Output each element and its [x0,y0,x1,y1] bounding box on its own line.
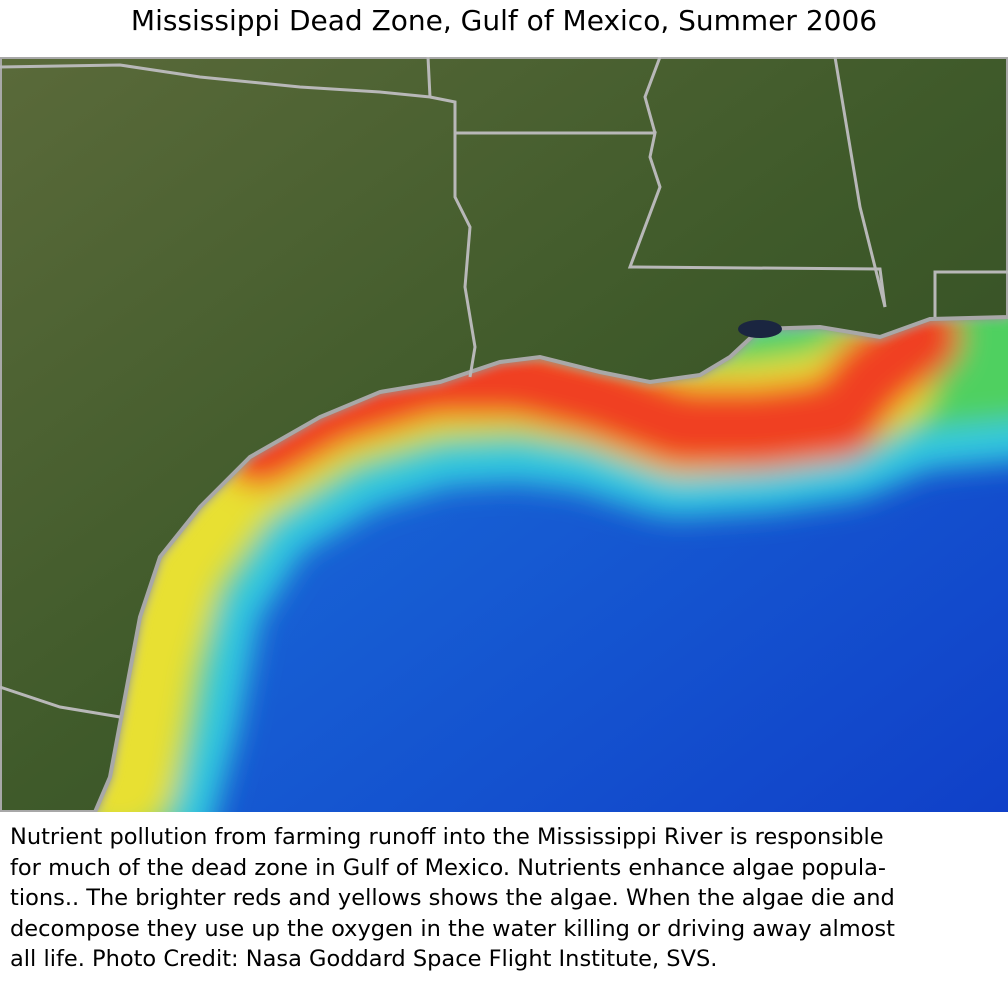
satellite-image [0,57,1008,812]
caption-line: tions.. The brighter reds and yellows sh… [10,885,895,911]
caption-line: for much of the dead zone in Gulf of Mex… [10,854,886,881]
caption-line: Nutrient pollution from farming runoff i… [10,824,884,850]
caption: Nutrient pollution from farming runoff i… [10,822,1005,975]
caption-line: all life. Photo Credit: Nasa Goddard Spa… [10,946,718,972]
caption-line: decompose they use up the oxygen in the … [10,915,895,942]
title: Mississippi Dead Zone, Gulf of Mexico, S… [130,4,878,37]
